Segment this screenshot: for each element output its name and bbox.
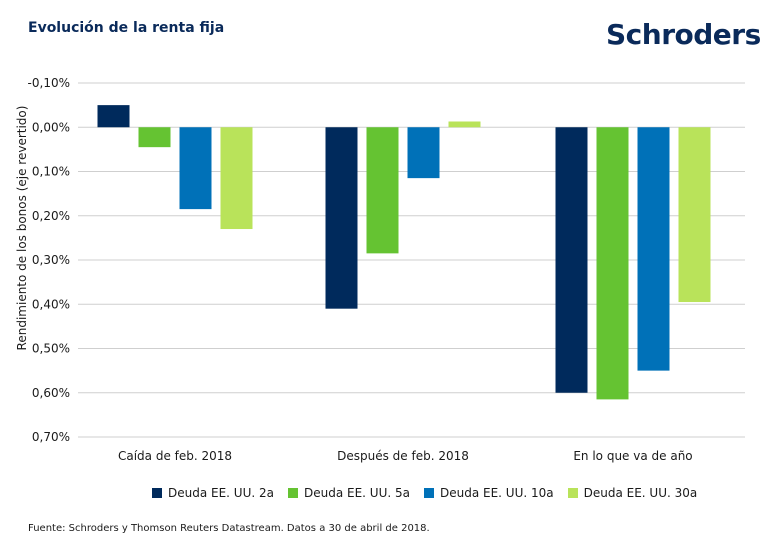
- bar: [220, 127, 253, 230]
- bar: [97, 105, 130, 128]
- legend-label: Deuda EE. UU. 10a: [440, 486, 554, 500]
- legend-swatch: [152, 488, 162, 498]
- bar: [555, 127, 588, 393]
- schroders-logo: Schroders: [606, 18, 761, 51]
- bar: [448, 121, 481, 128]
- legend-swatch: [424, 488, 434, 498]
- y-tick-label: 0,00%: [32, 120, 70, 134]
- y-tick-label: 0,60%: [32, 386, 70, 400]
- legend-item: Deuda EE. UU. 2a: [152, 486, 274, 500]
- bar: [366, 127, 399, 254]
- source-note: Fuente: Schroders y Thomson Reuters Data…: [28, 523, 430, 534]
- legend-item: Deuda EE. UU. 5a: [288, 486, 410, 500]
- x-category-label: Caída de feb. 2018: [118, 449, 232, 463]
- legend-swatch: [567, 488, 578, 498]
- y-tick-label: 0,20%: [32, 209, 70, 223]
- y-tick-label: 0,40%: [32, 297, 70, 311]
- y-tick-label: 0,10%: [32, 165, 70, 179]
- x-category-label: Después de feb. 2018: [337, 449, 469, 463]
- y-tick-label: -0,10%: [28, 76, 70, 90]
- legend-label: Deuda EE. UU. 5a: [304, 486, 410, 500]
- y-tick-label: 0,30%: [32, 253, 70, 267]
- bar: [596, 127, 629, 400]
- legend-swatch: [288, 488, 298, 498]
- legend-label: Deuda EE. UU. 30a: [583, 486, 698, 500]
- chart-title: Evolución de la renta fija: [28, 20, 225, 36]
- bar: [407, 127, 440, 179]
- legend-label: Deuda EE. UU. 2a: [168, 486, 274, 500]
- bar: [325, 127, 358, 309]
- legend-item: Deuda EE. UU. 30a: [567, 486, 698, 500]
- bar: [678, 127, 711, 303]
- x-category-label: En lo que va de año: [573, 449, 692, 463]
- bar: [179, 127, 212, 210]
- y-tick-label: 0,70%: [32, 430, 70, 444]
- bar: [637, 127, 670, 371]
- legend-item: Deuda EE. UU. 10a: [424, 486, 554, 500]
- legend: Deuda EE. UU. 2a Deuda EE. UU. 5a Deuda EE…: [152, 486, 697, 500]
- bar-chart: -0,10% 0,00% 0,10% 0,20% 0,30% 0,40% 0,50% 0,60…: [28, 76, 745, 463]
- y-tick-label: 0,50%: [32, 342, 70, 356]
- bar: [138, 127, 171, 148]
